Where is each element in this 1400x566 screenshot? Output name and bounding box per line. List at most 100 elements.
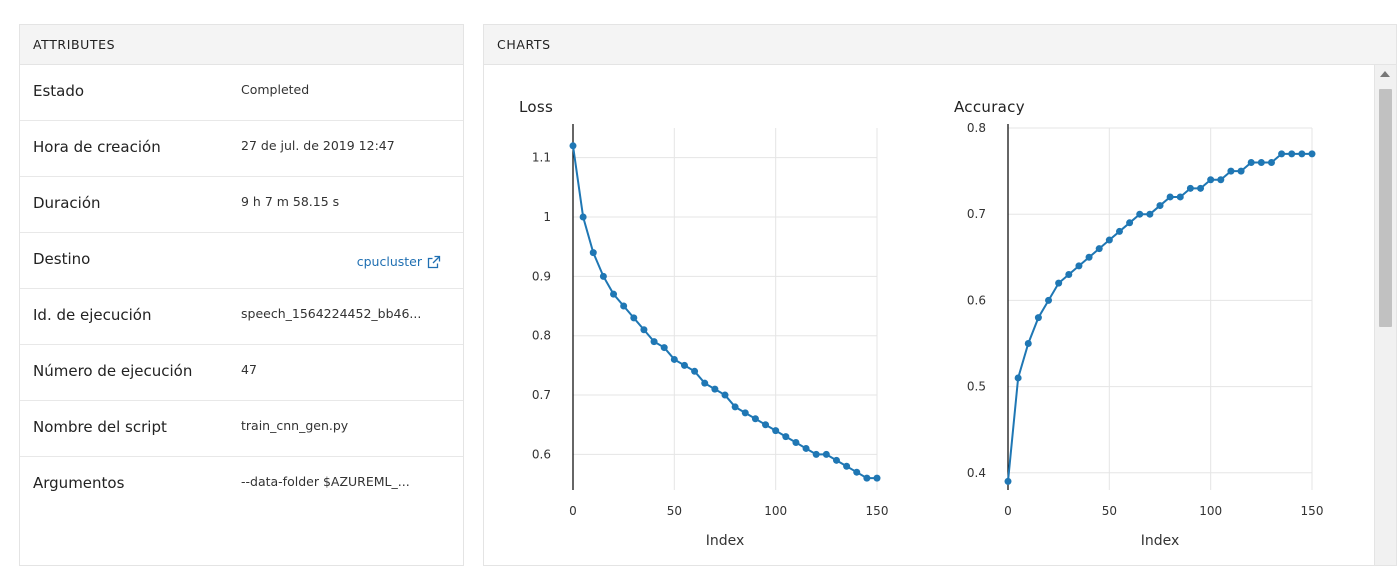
attr-label: Argumentos <box>33 474 125 492</box>
y-tick-label: 0.5 <box>967 380 986 394</box>
data-point <box>620 302 628 310</box>
data-point <box>721 391 729 399</box>
y-tick-label: 1.1 <box>532 151 551 165</box>
data-point <box>670 355 678 363</box>
data-point <box>711 385 719 393</box>
attr-label: Hora de creación <box>33 138 161 156</box>
attr-label: Estado <box>33 82 85 100</box>
data-point <box>1075 262 1083 270</box>
data-point <box>640 326 648 334</box>
data-point <box>853 468 861 476</box>
attributes-list: Estado Completed Hora de creación 27 de … <box>20 65 463 513</box>
series-line <box>572 145 877 480</box>
accuracy-chart: 0.4 0.5 0.6 0.7 0.8 0 50 100 150 Index <box>967 121 1324 549</box>
attr-value: train_cnn_gen.py <box>241 418 349 433</box>
data-point <box>731 403 739 411</box>
attr-row-estado: Estado Completed <box>20 65 463 121</box>
x-axis-label: Index <box>1141 533 1180 549</box>
data-point <box>650 338 658 346</box>
data-point <box>680 361 688 369</box>
data-point <box>1227 167 1235 175</box>
data-point <box>1024 339 1032 347</box>
x-tick-label: 0 <box>1004 504 1012 518</box>
attr-row-id-de-ejecucion: Id. de ejecución speech_1564224452_bb46.… <box>20 289 463 345</box>
x-tick-label: 0 <box>569 504 577 518</box>
attr-row-duracion: Duración 9 h 7 m 58.15 s <box>20 177 463 233</box>
data-point <box>1288 150 1296 158</box>
destino-link[interactable]: cpucluster <box>357 254 441 269</box>
y-tick-label: 0.9 <box>532 269 551 283</box>
data-point <box>1014 374 1022 382</box>
data-point <box>660 344 668 352</box>
y-tick-label: 0.6 <box>967 293 986 307</box>
data-point <box>873 474 881 482</box>
attr-row-nombre-del-script: Nombre del script train_cnn_gen.py <box>20 401 463 457</box>
data-point <box>1095 245 1103 253</box>
scroll-up-arrow-icon[interactable] <box>1380 71 1390 77</box>
data-point <box>1247 158 1255 166</box>
data-point <box>1166 193 1174 201</box>
data-point <box>569 142 577 150</box>
x-tick-label: 150 <box>1301 504 1324 518</box>
data-point <box>599 272 607 280</box>
data-point <box>812 450 820 458</box>
external-link-icon <box>427 255 441 268</box>
y-tick-label: 0.7 <box>967 207 986 221</box>
data-point <box>691 367 699 375</box>
data-point <box>843 462 851 470</box>
data-point <box>1257 158 1265 166</box>
data-point <box>751 415 759 423</box>
scroll-thumb[interactable] <box>1379 89 1392 327</box>
y-tick-label: 0.7 <box>532 388 551 402</box>
attr-value: Completed <box>241 82 310 97</box>
data-point <box>630 314 638 322</box>
data-point <box>741 409 749 417</box>
attr-row-hora-de-creacion: Hora de creación 27 de jul. de 2019 12:4… <box>20 121 463 177</box>
data-point <box>1105 236 1113 244</box>
data-point <box>1267 158 1275 166</box>
attr-label: Nombre del script <box>33 418 167 436</box>
data-point <box>832 456 840 464</box>
x-tick-label: 150 <box>866 504 889 518</box>
data-point <box>1278 150 1286 158</box>
data-point <box>762 421 770 429</box>
data-point <box>1085 253 1093 261</box>
data-point <box>792 439 800 447</box>
attr-row-destino: Destino cpucluster <box>20 233 463 289</box>
data-point <box>772 427 780 435</box>
attr-label: Duración <box>33 194 101 212</box>
data-point <box>1126 219 1134 227</box>
data-point <box>1197 184 1205 192</box>
data-point <box>822 450 830 458</box>
y-tick-label: 0.4 <box>967 466 986 480</box>
x-tick-label: 50 <box>667 504 682 518</box>
attr-row-numero-de-ejecucion: Número de ejecución 47 <box>20 345 463 401</box>
x-axis-label: Index <box>706 533 745 549</box>
x-tick-label: 100 <box>764 504 787 518</box>
destino-link-label: cpucluster <box>356 254 422 269</box>
x-tick-label: 100 <box>1199 504 1222 518</box>
attr-value: --data-folder $AZUREML_... <box>241 474 410 489</box>
data-point <box>802 444 810 452</box>
data-point <box>589 249 597 257</box>
attributes-header: ATTRIBUTES <box>20 25 463 65</box>
data-point <box>1136 210 1144 218</box>
data-point <box>1217 176 1225 184</box>
attr-value: 9 h 7 m 58.15 s <box>241 194 340 209</box>
x-tick-label: 50 <box>1102 504 1117 518</box>
attr-label: Destino <box>33 250 91 268</box>
data-point <box>863 474 871 482</box>
data-point <box>1055 279 1063 287</box>
data-point <box>579 213 587 221</box>
data-point <box>782 433 790 441</box>
attr-value: 27 de jul. de 2019 12:47 <box>241 138 395 153</box>
accuracy-chart-title: Accuracy <box>954 98 1025 116</box>
data-point <box>1186 184 1194 192</box>
data-point <box>1146 210 1154 218</box>
data-point <box>701 379 709 387</box>
attr-label: Número de ejecución <box>33 362 193 380</box>
charts-scrollbar[interactable] <box>1374 65 1396 565</box>
attr-row-argumentos: Argumentos --data-folder $AZUREML_... <box>20 457 463 513</box>
attr-value: speech_1564224452_bb46... <box>241 306 422 321</box>
attributes-panel: ATTRIBUTES Estado Completed Hora de crea… <box>19 24 464 566</box>
